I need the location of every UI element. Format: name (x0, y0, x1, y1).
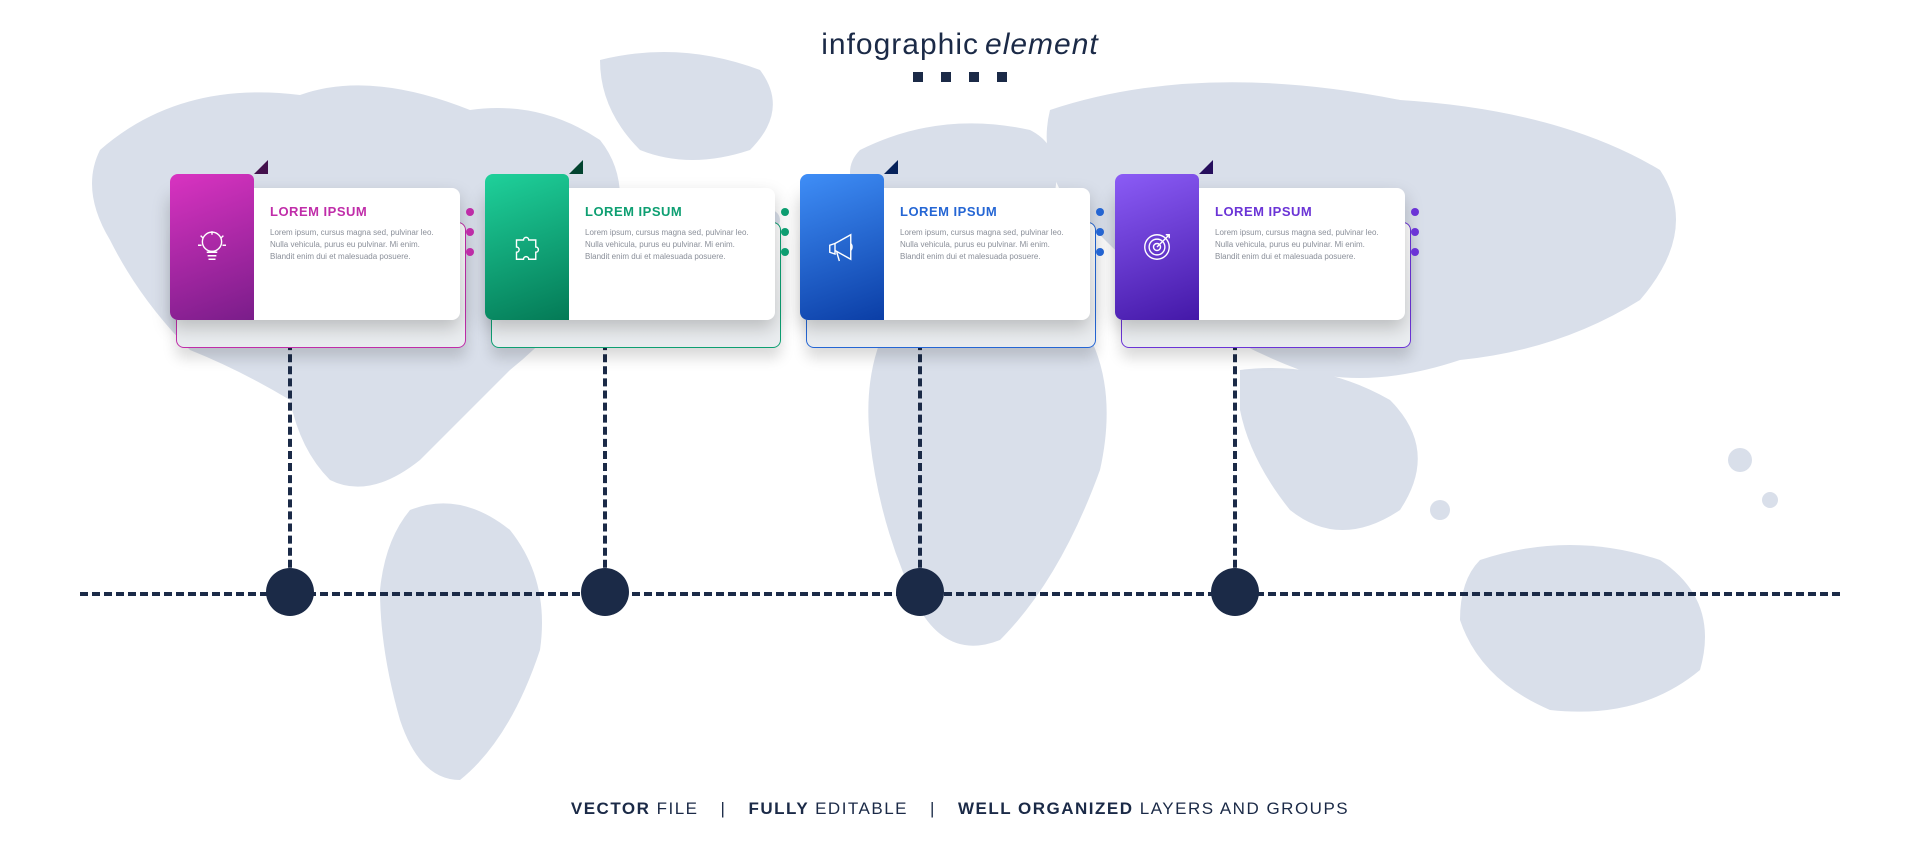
timeline-stem (288, 330, 292, 592)
title-dot (969, 72, 979, 82)
card-front-panel: LOREM IPSUM Lorem ipsum, cursus magna sed… (1115, 188, 1405, 320)
card-bullet (1411, 228, 1419, 236)
footer-line: VECTOR FILE | FULLY EDITABLE | WELL ORGANIZE… (0, 799, 1920, 819)
card-bullet (1411, 248, 1419, 256)
card-bullet (466, 248, 474, 256)
card-title: LOREM IPSUM (585, 204, 755, 219)
footer-bold: WELL ORGANIZED (958, 799, 1140, 818)
title-dot (997, 72, 1007, 82)
timeline-stem (918, 330, 922, 592)
footer-light: FILE (657, 799, 699, 818)
footer-separator: | (930, 799, 936, 818)
footer-light: LAYERS AND GROUPS (1140, 799, 1349, 818)
card-bullets (1411, 208, 1419, 256)
card-bullet (781, 248, 789, 256)
title-dot (941, 72, 951, 82)
card-bullets (781, 208, 789, 256)
world-map-background (40, 40, 1880, 815)
timeline-axis (80, 592, 1840, 596)
card-body: Lorem ipsum, cursus magna sed, pulvinar … (270, 227, 440, 263)
info-card: LOREM IPSUM Lorem ipsum, cursus magna sed… (800, 188, 1090, 320)
footer-separator: | (721, 799, 727, 818)
title-dot-row (0, 72, 1920, 82)
target-icon (1115, 174, 1199, 320)
card-bullet (466, 208, 474, 216)
card-bullet (466, 228, 474, 236)
timeline-node (266, 568, 314, 616)
timeline-stem (603, 330, 607, 592)
info-card: LOREM IPSUM Lorem ipsum, cursus magna sed… (170, 188, 460, 320)
card-bullet (1411, 208, 1419, 216)
card-body: Lorem ipsum, cursus magna sed, pulvinar … (585, 227, 755, 263)
card-front-panel: LOREM IPSUM Lorem ipsum, cursus magna sed… (485, 188, 775, 320)
card-title: LOREM IPSUM (1215, 204, 1385, 219)
title-dot (913, 72, 923, 82)
card-text-block: LOREM IPSUM Lorem ipsum, cursus magna sed… (270, 204, 440, 263)
title-word-2: element (985, 28, 1099, 61)
card-title: LOREM IPSUM (270, 204, 440, 219)
card-front-panel: LOREM IPSUM Lorem ipsum, cursus magna sed… (800, 188, 1090, 320)
timeline-node (581, 568, 629, 616)
info-card: LOREM IPSUM Lorem ipsum, cursus magna sed… (1115, 188, 1405, 320)
card-bullet (781, 208, 789, 216)
footer-bold: FULLY (748, 799, 815, 818)
puzzle-icon (485, 174, 569, 320)
info-card: LOREM IPSUM Lorem ipsum, cursus magna sed… (485, 188, 775, 320)
page-title: infographicelement (0, 28, 1920, 62)
card-body: Lorem ipsum, cursus magna sed, pulvinar … (900, 227, 1070, 263)
card-bullet (1096, 248, 1104, 256)
card-front-panel: LOREM IPSUM Lorem ipsum, cursus magna sed… (170, 188, 460, 320)
card-bullet (1096, 208, 1104, 216)
card-text-block: LOREM IPSUM Lorem ipsum, cursus magna sed… (1215, 204, 1385, 263)
timeline-stem (1233, 330, 1237, 592)
footer-bold: VECTOR (571, 799, 657, 818)
card-bullets (466, 208, 474, 256)
card-bullets (1096, 208, 1104, 256)
card-bullet (781, 228, 789, 236)
card-text-block: LOREM IPSUM Lorem ipsum, cursus magna sed… (585, 204, 755, 263)
timeline-node (1211, 568, 1259, 616)
footer-light: EDITABLE (815, 799, 908, 818)
card-title: LOREM IPSUM (900, 204, 1070, 219)
infographic-stage: infographicelement LOREM IPSUM Lorem ipsu… (0, 0, 1920, 845)
card-bullet (1096, 228, 1104, 236)
megaphone-icon (800, 174, 884, 320)
timeline-node (896, 568, 944, 616)
card-body: Lorem ipsum, cursus magna sed, pulvinar … (1215, 227, 1385, 263)
title-word-1: infographic (821, 28, 979, 61)
lightbulb-icon (170, 174, 254, 320)
card-text-block: LOREM IPSUM Lorem ipsum, cursus magna sed… (900, 204, 1070, 263)
